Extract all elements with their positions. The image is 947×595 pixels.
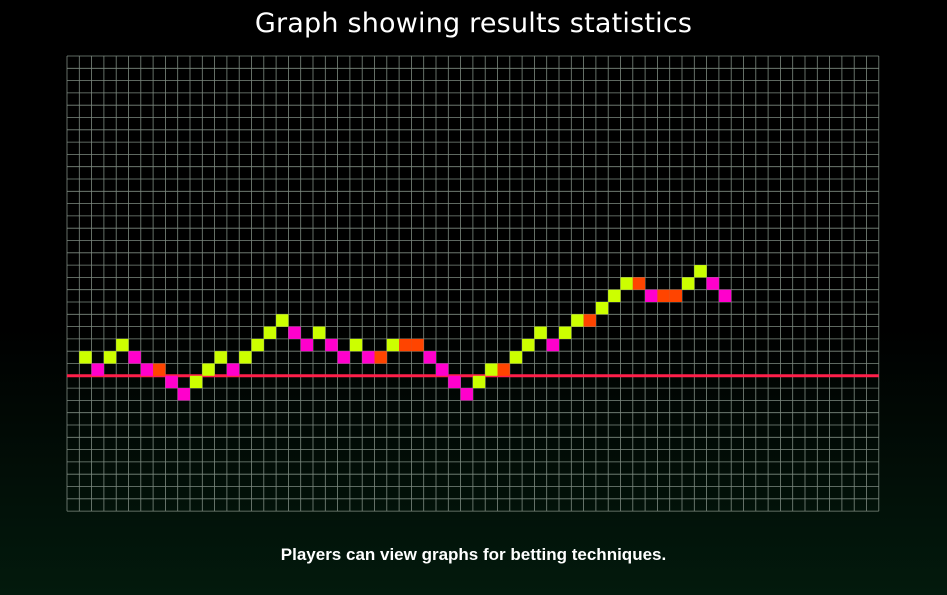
- result-point-loss: [165, 375, 178, 389]
- result-point-win: [79, 351, 92, 364]
- result-point-win: [386, 338, 400, 352]
- result-point-win: [534, 326, 547, 339]
- result-point-push: [153, 363, 166, 376]
- result-point-loss: [177, 388, 190, 401]
- result-point-win: [571, 314, 584, 327]
- result-point-win: [190, 375, 203, 389]
- result-point-loss: [423, 351, 436, 364]
- result-point-win: [509, 351, 523, 364]
- result-point-win: [214, 351, 227, 364]
- result-point-win: [116, 338, 129, 352]
- result-point-win: [472, 375, 486, 389]
- result-point-loss: [300, 338, 313, 352]
- result-point-loss: [337, 351, 350, 364]
- result-point-win: [694, 265, 707, 278]
- result-point-win: [276, 314, 289, 327]
- result-point-win: [559, 326, 572, 339]
- result-point-loss: [325, 338, 338, 352]
- result-point-loss: [546, 338, 559, 352]
- result-point-push: [497, 363, 510, 376]
- result-point-loss: [448, 375, 461, 389]
- result-point-loss: [436, 363, 449, 376]
- result-point-loss: [718, 289, 732, 302]
- result-point-loss: [226, 363, 240, 376]
- result-point-push: [632, 277, 646, 290]
- result-point-push: [374, 351, 387, 364]
- result-point-loss: [460, 388, 473, 401]
- result-point-win: [239, 351, 252, 364]
- result-point-push: [669, 289, 682, 302]
- chart-points: [79, 265, 732, 401]
- chart-grid: [66, 55, 880, 512]
- result-point-loss: [706, 277, 719, 290]
- result-point-loss: [362, 351, 375, 364]
- result-point-win: [263, 326, 277, 339]
- result-point-push: [657, 289, 670, 302]
- result-point-win: [313, 326, 326, 339]
- result-point-win: [620, 277, 633, 290]
- result-point-loss: [645, 289, 658, 302]
- result-point-loss: [128, 351, 141, 364]
- result-point-win: [485, 363, 498, 376]
- result-point-loss: [91, 363, 104, 376]
- result-point-push: [411, 338, 424, 352]
- result-point-win: [522, 338, 535, 352]
- result-point-win: [608, 289, 621, 302]
- result-point-push: [399, 338, 412, 352]
- result-point-win: [595, 302, 609, 315]
- result-point-loss: [140, 363, 154, 376]
- result-point-win: [349, 338, 363, 352]
- result-point-win: [202, 363, 215, 376]
- result-point-loss: [288, 326, 301, 339]
- page-title: Graph showing results statistics: [254, 8, 693, 39]
- result-point-win: [251, 338, 264, 352]
- result-point-push: [583, 314, 596, 327]
- caption: Players can view graphs for betting tech…: [280, 545, 667, 564]
- result-point-win: [103, 351, 117, 364]
- result-point-win: [682, 277, 695, 290]
